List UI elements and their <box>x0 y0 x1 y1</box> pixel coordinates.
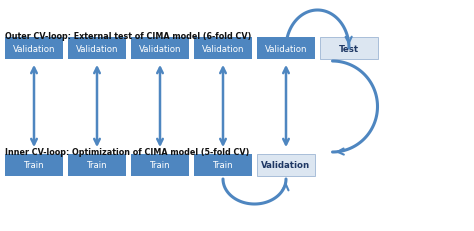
Text: Train: Train <box>150 161 170 170</box>
Bar <box>194 38 252 60</box>
Text: Train: Train <box>213 161 233 170</box>
Bar <box>5 38 63 60</box>
Text: Validation: Validation <box>262 161 310 170</box>
Text: Inner CV-loop: Optimization of CIMA model (5-fold CV): Inner CV-loop: Optimization of CIMA mode… <box>5 147 249 156</box>
Bar <box>131 154 189 176</box>
Bar <box>257 154 315 176</box>
Text: Validation: Validation <box>13 44 55 53</box>
Text: Validation: Validation <box>139 44 181 53</box>
Text: Validation: Validation <box>202 44 244 53</box>
Bar <box>194 154 252 176</box>
Bar <box>131 38 189 60</box>
Bar <box>5 154 63 176</box>
Bar <box>68 38 126 60</box>
Bar <box>320 38 378 60</box>
Text: Train: Train <box>24 161 44 170</box>
Text: Outer CV-loop: External test of CIMA model (6-fold CV): Outer CV-loop: External test of CIMA mod… <box>5 32 251 41</box>
Text: Validation: Validation <box>265 44 307 53</box>
Text: Validation: Validation <box>76 44 118 53</box>
Bar <box>257 38 315 60</box>
Text: Train: Train <box>87 161 107 170</box>
Text: Test: Test <box>339 44 359 53</box>
Bar <box>68 154 126 176</box>
